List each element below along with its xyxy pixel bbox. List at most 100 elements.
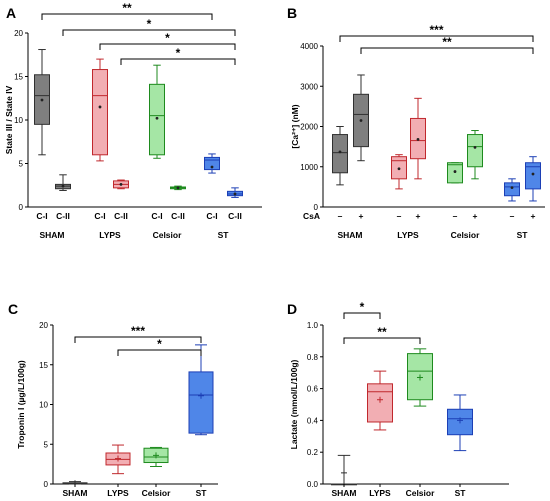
box-plot bbox=[331, 454, 357, 486]
x-sub-label: C-II bbox=[56, 211, 70, 221]
mean-marker bbox=[61, 184, 65, 188]
y-tick-label: 0.4 bbox=[307, 416, 319, 425]
significance-label: * bbox=[176, 46, 181, 60]
box-iqr bbox=[92, 69, 108, 156]
mean-marker bbox=[40, 98, 44, 102]
significance-label: *** bbox=[131, 324, 145, 338]
y-tick-label: 0.0 bbox=[307, 480, 319, 489]
box-plot bbox=[34, 49, 50, 156]
y-axis-label: State III / State IV bbox=[4, 85, 14, 154]
y-tick-label: 15 bbox=[14, 73, 23, 82]
box-iqr bbox=[525, 162, 541, 190]
x-sub-label: – bbox=[453, 211, 458, 221]
significance-bracket: * bbox=[99, 31, 236, 50]
y-axis-label: [Ca²⁺] (nM) bbox=[290, 104, 300, 148]
x-group-label: LYPS bbox=[397, 230, 419, 240]
significance-bracket: *** bbox=[74, 324, 202, 343]
box-plot bbox=[467, 130, 483, 180]
x-sub-label: C-I bbox=[36, 211, 47, 221]
box-iqr bbox=[188, 371, 214, 434]
significance-label: * bbox=[157, 337, 162, 351]
box-iqr bbox=[504, 182, 520, 197]
mean-marker bbox=[359, 119, 363, 122]
bracket-line bbox=[62, 29, 236, 36]
mean-marker bbox=[176, 186, 180, 190]
significance-bracket: * bbox=[343, 300, 381, 319]
x-group-label: ST bbox=[218, 230, 230, 240]
box-plot bbox=[143, 446, 169, 468]
panel-a: A 0 5 10 15 20 State III / State IV C-I C-II C-I C… bbox=[4, 1, 262, 240]
bracket-line bbox=[339, 35, 534, 42]
x-category-label: LYPS bbox=[107, 488, 129, 498]
mean-marker bbox=[473, 146, 477, 149]
y-tick-label: 3000 bbox=[300, 82, 318, 91]
mean-marker bbox=[155, 116, 159, 120]
box-plot bbox=[332, 126, 348, 186]
x-sub-label: – bbox=[510, 211, 515, 221]
mean-marker bbox=[210, 165, 214, 169]
box-plot bbox=[353, 74, 369, 162]
box-plot bbox=[113, 179, 129, 190]
x-sub-label: C-II bbox=[228, 211, 242, 221]
mean-marker bbox=[531, 172, 535, 176]
x-category-label: SHAM bbox=[62, 488, 87, 498]
y-tick-label: 20 bbox=[39, 321, 48, 330]
mean-marker bbox=[453, 170, 457, 173]
x-sub-label: C-I bbox=[206, 211, 217, 221]
x-category-label: ST bbox=[196, 488, 208, 498]
y-tick-label: 4000 bbox=[300, 42, 318, 51]
mean-marker bbox=[98, 105, 102, 109]
y-tick-label: 0 bbox=[44, 480, 49, 489]
box-plot bbox=[447, 162, 463, 184]
panel-d: D 0.0 0.2 0.4 0.6 0.8 1.0 Lactate (mmol/L/100g)… bbox=[287, 300, 509, 498]
box-iqr bbox=[332, 134, 348, 174]
x-sub-label: C-I bbox=[94, 211, 105, 221]
y-tick-label: 5 bbox=[44, 440, 49, 449]
panel-b: B 0 1000 2000 3000 4000 [Ca²⁺] (nM) – + – + – + – + SHA… bbox=[287, 5, 545, 240]
bracket-line bbox=[74, 336, 202, 343]
x-group-label: SHAM bbox=[39, 230, 64, 240]
box-plot bbox=[447, 394, 473, 452]
x-sub-label: C-II bbox=[114, 211, 128, 221]
box-plot bbox=[525, 156, 541, 202]
y-tick-label: 20 bbox=[14, 29, 23, 38]
x-sub-label: C-I bbox=[151, 211, 162, 221]
bracket-line bbox=[343, 337, 421, 344]
x-category-label: Celsior bbox=[406, 488, 436, 498]
box-plot bbox=[391, 154, 407, 190]
bracket-line bbox=[120, 58, 236, 65]
y-tick-label: 1.0 bbox=[307, 321, 319, 330]
x-group-label: SHAM bbox=[337, 230, 362, 240]
x-group-label: Celsior bbox=[451, 230, 481, 240]
box-plot bbox=[204, 153, 220, 174]
x-sub-label: – bbox=[338, 211, 343, 221]
significance-bracket: * bbox=[117, 337, 202, 356]
y-tick-label: 1000 bbox=[300, 163, 318, 172]
mean-marker bbox=[233, 192, 237, 196]
bracket-line bbox=[41, 13, 213, 20]
mean-marker bbox=[416, 137, 420, 141]
x-sub-label: C-II bbox=[171, 211, 185, 221]
box-plot bbox=[227, 187, 243, 198]
significance-label: ** bbox=[442, 35, 452, 49]
bracket-line bbox=[99, 43, 236, 50]
mean-marker bbox=[397, 167, 401, 171]
significance-bracket: * bbox=[62, 17, 236, 36]
box-plot bbox=[170, 185, 186, 191]
panel-letter: C bbox=[8, 301, 18, 317]
y-tick-label: 10 bbox=[39, 401, 48, 410]
significance-label: ** bbox=[122, 1, 132, 15]
box-plot bbox=[367, 370, 393, 431]
box-plot bbox=[504, 178, 520, 202]
significance-label: * bbox=[165, 31, 170, 45]
panel-c: C 0 5 10 15 20 Troponin I (µg/L/100g) SHAM LYPS C… bbox=[8, 301, 218, 498]
box-iqr bbox=[367, 383, 393, 423]
x-group-label: ST bbox=[517, 230, 529, 240]
y-tick-label: 0.2 bbox=[307, 448, 319, 457]
significance-bracket: ** bbox=[41, 1, 213, 20]
significance-bracket: * bbox=[120, 46, 236, 65]
x-sub-label: + bbox=[359, 211, 364, 221]
x-sub-label: + bbox=[416, 211, 421, 221]
y-tick-label: 0.6 bbox=[307, 385, 319, 394]
